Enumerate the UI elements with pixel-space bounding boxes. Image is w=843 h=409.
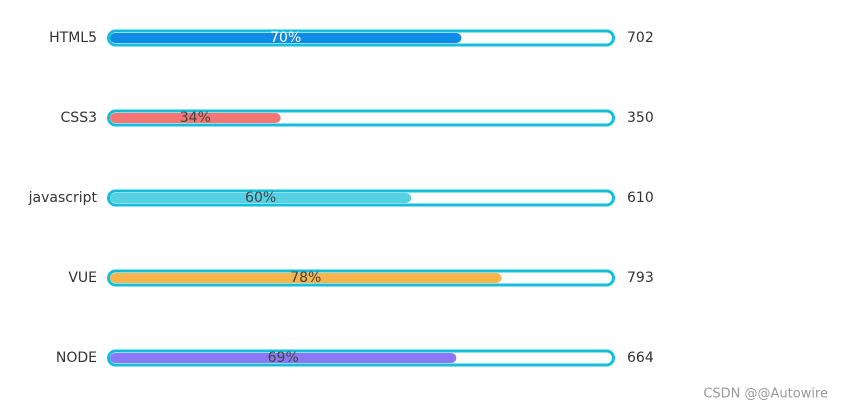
total-label: 350 — [627, 110, 654, 126]
category-label: HTML5 — [49, 30, 97, 46]
bar-frame — [107, 349, 615, 367]
bar — [110, 353, 457, 363]
bar — [110, 113, 281, 123]
total-label: 664 — [627, 350, 654, 366]
value-label: 78% — [290, 270, 321, 286]
value-label: 69% — [268, 350, 299, 366]
bar — [110, 273, 502, 283]
value-label: 60% — [245, 190, 276, 206]
category-label: NODE — [56, 350, 97, 366]
bar — [110, 33, 462, 43]
value-label: 70% — [270, 30, 301, 46]
category-label: javascript — [28, 190, 98, 206]
bar — [110, 193, 412, 203]
bar-frame — [107, 109, 615, 127]
total-label: 793 — [627, 270, 654, 286]
bar-frame — [107, 269, 615, 287]
bar-frame — [107, 189, 615, 207]
value-label: 34% — [180, 110, 211, 126]
bar-frame — [107, 29, 615, 47]
total-label: 610 — [627, 190, 654, 206]
category-label: VUE — [68, 270, 97, 286]
total-label: 702 — [627, 30, 654, 46]
watermark: CSDN @@Autowire — [703, 387, 828, 402]
category-label: CSS3 — [61, 110, 97, 126]
